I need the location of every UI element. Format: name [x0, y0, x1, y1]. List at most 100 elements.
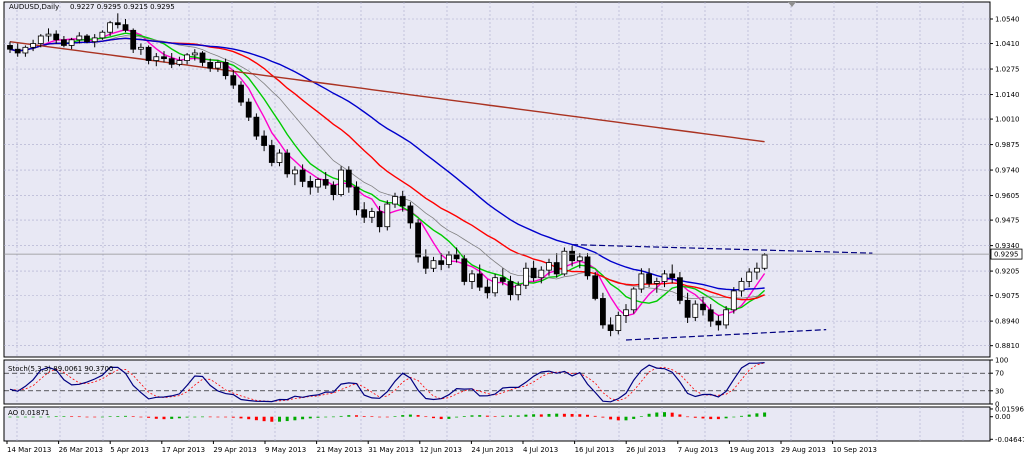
- ao-bar: [385, 416, 389, 418]
- ao-bar: [447, 416, 451, 419]
- ao-bar: [709, 416, 713, 420]
- candle-body: [576, 256, 583, 262]
- candle-body: [376, 211, 383, 228]
- candle-body: [407, 205, 414, 224]
- ao-bar: [624, 416, 628, 421]
- candle-body: [238, 84, 244, 103]
- candle-body: [738, 281, 745, 292]
- ao-bar: [77, 416, 81, 418]
- ao-bar: [401, 415, 405, 417]
- candle-body: [700, 303, 706, 311]
- current-price-box: [990, 248, 1023, 260]
- ao-bar: [740, 415, 743, 417]
- ao-bar: [493, 416, 497, 417]
- ao-bar: [331, 416, 335, 418]
- date-tick-label: 9 May 2013: [265, 446, 306, 454]
- candle-body: [638, 273, 645, 290]
- ao-bar: [224, 416, 228, 418]
- current-price-label: 0.9295: [994, 251, 1019, 259]
- ao-bar: [455, 416, 459, 418]
- candle-body: [338, 169, 345, 196]
- candle-body: [546, 262, 552, 271]
- stoch-tick-label: 100: [995, 357, 1008, 365]
- stoch-main-line: [9, 362, 765, 403]
- trendline-lower: [625, 329, 827, 341]
- ao-bar: [593, 415, 597, 417]
- candle-body: [600, 298, 606, 326]
- ao-bar: [701, 416, 705, 419]
- ao-bar: [393, 416, 397, 417]
- ao-panel: [8, 412, 767, 422]
- ao-bar: [293, 416, 297, 421]
- candle-body: [461, 258, 468, 282]
- ao-bar: [139, 416, 143, 418]
- ao-bar: [424, 416, 428, 418]
- candle-body: [530, 267, 537, 279]
- stoch-tick-label: 0: [995, 401, 999, 409]
- date-tick-label: 17 Apr 2013: [162, 446, 205, 454]
- ao-bar: [216, 416, 220, 418]
- candle-body: [453, 254, 460, 260]
- ao-bar: [547, 413, 551, 417]
- price-tick-label: 0.9740: [995, 167, 1020, 175]
- candle-body: [723, 309, 729, 326]
- ao-bar: [131, 416, 135, 417]
- panel-background: [3, 406, 991, 442]
- ao-bar: [732, 416, 736, 418]
- candle-body: [184, 54, 191, 61]
- candle-body: [222, 62, 229, 77]
- ao-bar: [647, 413, 651, 417]
- ao-bar: [185, 416, 189, 418]
- date-tick-label: 5 Apr 2013: [110, 446, 149, 454]
- candle-body: [415, 222, 422, 258]
- ao-bar: [177, 416, 181, 419]
- ao-bar: [47, 416, 50, 418]
- date-tick-label: 29 Aug 2013: [781, 446, 826, 454]
- candle-body: [584, 256, 591, 277]
- ao-bar: [485, 415, 489, 417]
- price-tick-label: 0.9075: [995, 292, 1020, 300]
- candle-body: [245, 101, 252, 118]
- candle-body: [353, 186, 360, 211]
- candle-body: [14, 48, 21, 54]
- candle-body: [445, 254, 452, 265]
- candle-body: [30, 43, 37, 48]
- ao-bar: [16, 416, 20, 418]
- ao-bar: [747, 414, 751, 417]
- candle-body: [630, 288, 637, 311]
- candle-body: [345, 169, 352, 188]
- candle-body: [22, 46, 29, 54]
- ao-bar: [254, 416, 258, 421]
- price-tick-label: 0.8940: [995, 318, 1020, 326]
- candle-body: [761, 254, 768, 269]
- moving-average-line: [9, 41, 765, 143]
- candle-body: [384, 203, 391, 228]
- ao-bar: [555, 413, 559, 417]
- candle-body: [276, 152, 283, 163]
- price-tick-label: 0.9340: [995, 242, 1020, 250]
- ao-bar: [93, 416, 97, 418]
- ao-tick-label: 0.00: [995, 413, 1011, 421]
- date-tick-label: 26 Mar 2013: [59, 446, 103, 454]
- ao-bar: [239, 416, 243, 419]
- candle-body: [677, 277, 683, 301]
- ao-tick-label: -0.04647: [995, 436, 1024, 444]
- ao-bar: [208, 416, 212, 418]
- ao-bar: [339, 415, 343, 417]
- ao-bar: [670, 412, 674, 417]
- price-tick-label: 1.0410: [995, 40, 1020, 48]
- candle-body: [569, 250, 575, 262]
- date-tick-label: 19 Aug 2013: [729, 446, 774, 454]
- candle-body: [161, 56, 167, 60]
- candle-body: [484, 286, 491, 294]
- ao-bar: [116, 416, 120, 417]
- ao-bar: [416, 415, 420, 417]
- candle-body: [137, 46, 144, 50]
- candle-body: [561, 250, 568, 275]
- ao-bar: [285, 416, 289, 422]
- candle-body: [492, 277, 499, 294]
- panel-background: [3, 1, 991, 358]
- candle-body: [99, 31, 106, 39]
- ao-bar: [408, 414, 412, 417]
- candle-body: [523, 267, 529, 286]
